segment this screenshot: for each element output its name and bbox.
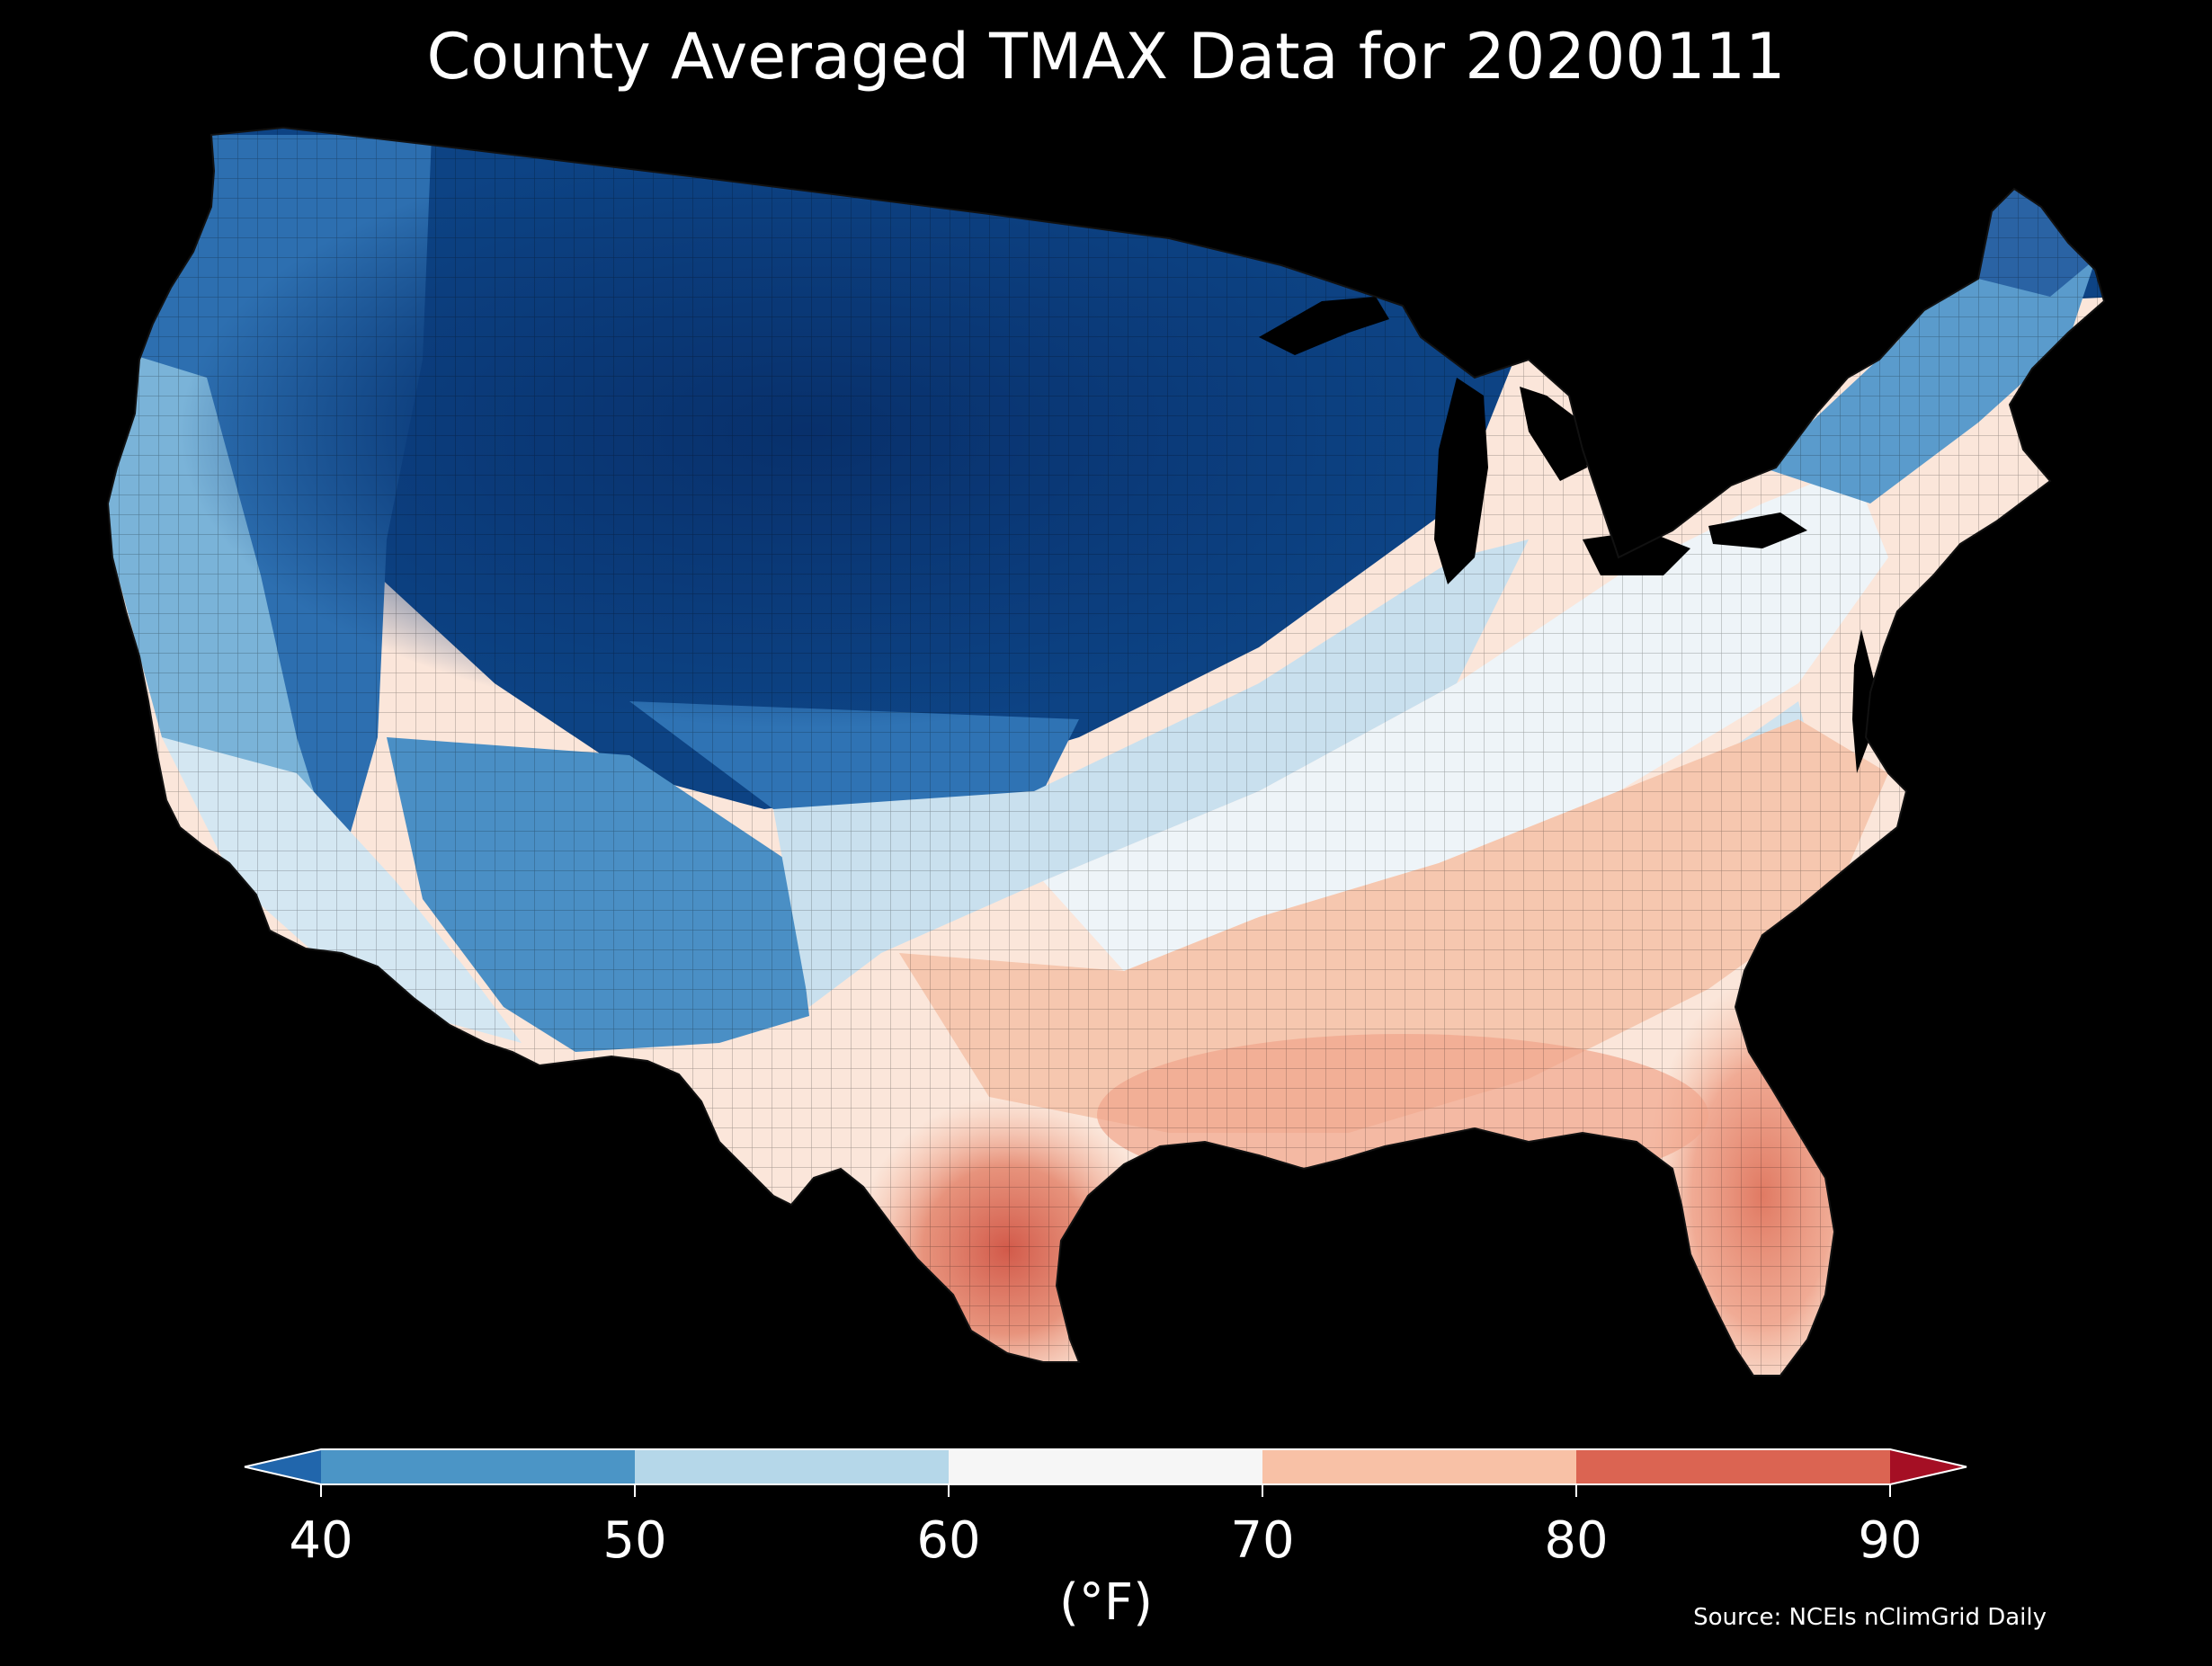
- source-credit: Source: NCEIs nClimGrid Daily: [1693, 1604, 2047, 1631]
- colorbar-tick-50: 50: [602, 1511, 667, 1570]
- colorbar-tick-40: 40: [289, 1511, 353, 1570]
- us-county-map: [107, 127, 2105, 1376]
- colorbar-tick-80: 80: [1544, 1511, 1609, 1570]
- colorbar-bin-60-70: [949, 1449, 1262, 1484]
- colorbar-bin-80-90: [1576, 1449, 1890, 1484]
- colorbar-tick-90: 90: [1858, 1511, 1922, 1570]
- colorbar-extend-under: [245, 1449, 321, 1484]
- colorbar-extend-over: [1890, 1449, 1967, 1484]
- colorbar-tick-60: 60: [916, 1511, 981, 1570]
- colorbar-bin-40-50: [321, 1449, 635, 1484]
- colorbar-bin-50-60: [635, 1449, 949, 1484]
- chesapeake-bay: [1852, 629, 1875, 773]
- colorbar-tick-70: 70: [1230, 1511, 1295, 1570]
- colorbar-label: (°F): [1059, 1573, 1153, 1632]
- great-lakes: [1259, 297, 1807, 584]
- colorbar-bin-70-80: [1262, 1449, 1576, 1484]
- chart-title: County Averaged TMAX Data for 20200111: [426, 20, 1786, 94]
